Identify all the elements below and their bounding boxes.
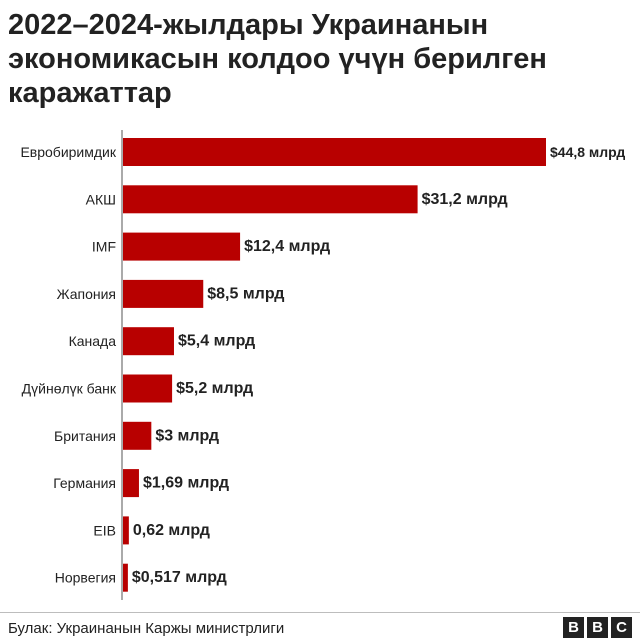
category-label: Жапония — [57, 286, 116, 302]
category-label: Канада — [69, 333, 117, 349]
bar — [123, 563, 128, 592]
bbc-logo-letter: B — [587, 617, 608, 638]
source-note: Булак: Украинанын Каржы министрлиги — [8, 620, 285, 637]
bar — [123, 516, 129, 545]
bar-chart: Евробиримдик $44,8 млрд АКШ $31,2 млрд IMF $1… — [20, 130, 625, 600]
category-label: EIB — [93, 522, 116, 538]
bar — [123, 469, 139, 498]
chart-title-line: экономикасын колдоо үчүн берилген — [8, 43, 547, 75]
bar — [123, 138, 546, 166]
data-label: $0,517 млрд — [132, 569, 227, 586]
category-label: Германия — [53, 475, 116, 491]
chart-title: 2022–2024-жылдары Украинанын экономикасы… — [8, 8, 628, 110]
category-label: IMF — [92, 239, 116, 255]
chart-title-line: 2022–2024-жылдары Украинанын — [8, 9, 489, 41]
category-label: Британия — [54, 428, 116, 444]
footer-divider — [0, 612, 640, 613]
bar — [123, 374, 173, 403]
bbc-logo: B B C — [563, 617, 632, 638]
data-label: $44,8 млрд — [550, 144, 625, 160]
data-label: $8,5 млрд — [207, 285, 284, 302]
bbc-logo-letter: C — [611, 617, 632, 638]
category-label: Дүйнөлүк банк — [22, 381, 117, 397]
category-label: Норвегия — [55, 570, 116, 586]
data-label: $1,69 млрд — [143, 475, 229, 492]
bar — [123, 279, 204, 308]
data-label: $12,4 млрд — [244, 238, 330, 255]
chart-title-line: каражаттар — [8, 77, 172, 109]
category-label: Евробиримдик — [20, 144, 116, 160]
bbc-logo-letter: B — [563, 617, 584, 638]
data-label: $5,2 млрд — [176, 380, 253, 397]
category-label: АКШ — [86, 191, 116, 207]
bar — [123, 232, 241, 261]
data-label: $31,2 млрд — [422, 191, 508, 208]
bar — [123, 327, 174, 356]
data-label: $5,4 млрд — [178, 333, 255, 350]
data-label: $3 млрд — [155, 427, 219, 444]
bar — [123, 185, 418, 214]
data-label: 0,62 млрд — [133, 522, 210, 539]
bar — [123, 421, 152, 450]
